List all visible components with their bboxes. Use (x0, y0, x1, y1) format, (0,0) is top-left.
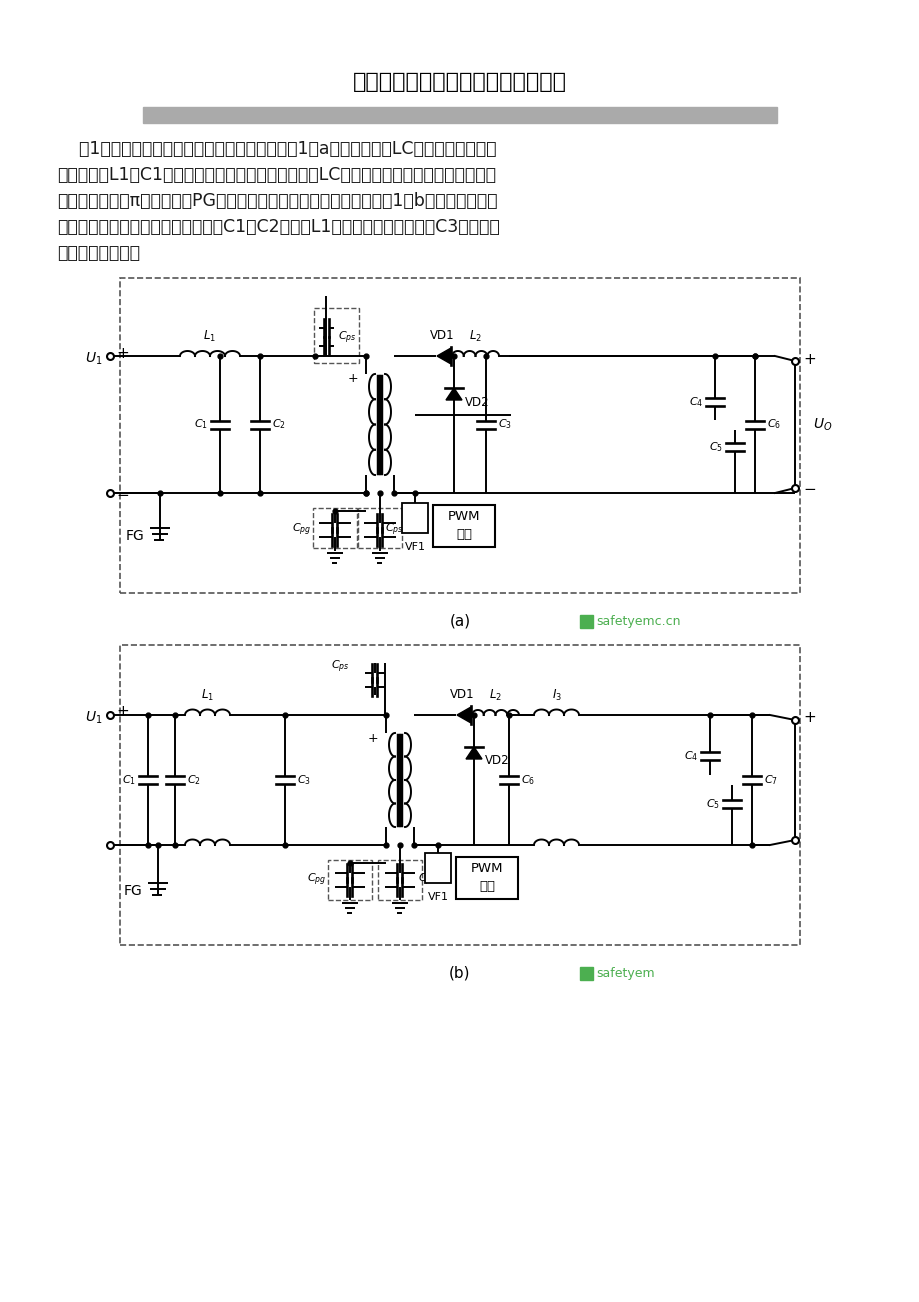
Text: $C_5$: $C_5$ (709, 440, 722, 454)
Text: $C_{ps}$: $C_{ps}$ (337, 329, 357, 346)
Text: $U_1$: $U_1$ (85, 710, 102, 727)
Bar (328, 861, 371, 900)
Bar (425, 853, 450, 883)
Text: VD2: VD2 (484, 754, 509, 767)
Text: −: − (802, 483, 815, 497)
Text: $U_1$: $U_1$ (85, 350, 102, 367)
Bar (579, 967, 592, 980)
Text: $C_4$: $C_4$ (688, 395, 702, 409)
Bar (579, 615, 592, 628)
Text: −: − (116, 488, 129, 504)
Text: $L_1$: $L_1$ (203, 329, 216, 344)
Text: $U_O$: $U_O$ (812, 417, 832, 432)
Text: +: + (347, 372, 357, 385)
Text: safetyemc.cn: safetyemc.cn (596, 615, 680, 628)
Text: VF1: VF1 (404, 542, 425, 552)
Text: safetyem: safetyem (596, 966, 654, 979)
Text: $C_3$: $C_3$ (297, 773, 311, 786)
Text: $C_{pg}$: $C_{pg}$ (291, 522, 311, 538)
Text: $C_{ps}$: $C_{ps}$ (384, 522, 403, 538)
Text: (b): (b) (448, 966, 471, 980)
Text: +: + (802, 711, 815, 725)
Text: $C_{ps}$: $C_{ps}$ (331, 659, 349, 676)
Polygon shape (466, 747, 482, 759)
Text: $C_3$: $C_3$ (497, 418, 512, 431)
Text: PWM
控制: PWM 控制 (448, 510, 480, 542)
Bar (312, 508, 357, 548)
Bar (119, 279, 800, 592)
Bar (313, 309, 358, 363)
Text: +: + (116, 704, 129, 720)
Text: FG: FG (125, 529, 144, 543)
Text: $L_2$: $L_2$ (489, 687, 502, 703)
Bar (378, 861, 422, 900)
Text: 正态噪声的效果。: 正态噪声的效果。 (57, 243, 140, 262)
Bar (142, 107, 777, 122)
Text: $L_1$: $L_1$ (200, 687, 214, 703)
Text: $C_2$: $C_2$ (187, 773, 200, 786)
Bar (357, 508, 402, 548)
Bar (402, 503, 427, 533)
Text: VD1: VD1 (429, 329, 454, 342)
Text: $L_2$: $L_2$ (469, 329, 482, 344)
Text: VD1: VD1 (449, 687, 474, 700)
Text: PWM
控制: PWM 控制 (471, 862, 503, 893)
Text: 流变换器（L1和C1构成线路滤波器），为了充分发挥LC滤波器滤除噪声的效果，可以外接: 流变换器（L1和C1构成线路滤波器），为了充分发挥LC滤波器滤除噪声的效果，可以… (57, 165, 495, 184)
Text: +: + (367, 732, 378, 745)
Bar (433, 505, 494, 547)
Text: FG: FG (123, 884, 142, 898)
Text: $C_{ps}$: $C_{ps}$ (417, 872, 437, 888)
Text: $C_1$: $C_1$ (194, 418, 208, 431)
Text: $C_5$: $C_5$ (705, 797, 720, 811)
Text: $I_3$: $I_3$ (550, 687, 561, 703)
Text: VD2: VD2 (464, 396, 489, 409)
Text: +: + (116, 345, 129, 361)
Text: +: + (802, 352, 815, 366)
Polygon shape (446, 388, 461, 400)
Bar (119, 644, 800, 945)
Text: $C_2$: $C_2$ (272, 418, 286, 431)
Text: $C_6$: $C_6$ (766, 418, 780, 431)
Text: (a): (a) (449, 613, 470, 629)
Text: $C_7$: $C_7$ (763, 773, 777, 786)
Polygon shape (437, 348, 450, 365)
Text: $C_4$: $C_4$ (683, 749, 698, 763)
Text: 图1所示为内有滤波器的直流－直流变换器。图1（a）所示为内有LC滤波器的直流－直: 图1所示为内有滤波器的直流－直流变换器。图1（a）所示为内有LC滤波器的直流－直 (57, 141, 496, 158)
Text: VF1: VF1 (427, 892, 448, 902)
Polygon shape (457, 707, 471, 723)
Text: 开关电源电磁噪声与静电噪声的抑制: 开关电源电磁噪声与静电噪声的抑制 (353, 72, 566, 92)
Text: $C_6$: $C_6$ (520, 773, 535, 786)
Bar (456, 857, 517, 898)
Text: $C_{pg}$: $C_{pg}$ (306, 872, 325, 888)
Text: $C_1$: $C_1$ (122, 773, 136, 786)
Text: 电容与此组合成π形滤波器。PG为框体地，将金属外壳接到框体地。图1（b）所示为内有共: 电容与此组合成π形滤波器。PG为框体地，将金属外壳接到框体地。图1（b）所示为内… (57, 191, 497, 210)
Text: 模扼流圈的直流－直流变换器。电容C1和C2与电感L1构成共模噪声滤波器，C3也有抑制: 模扼流圈的直流－直流变换器。电容C1和C2与电感L1构成共模噪声滤波器，C3也有… (57, 217, 499, 236)
